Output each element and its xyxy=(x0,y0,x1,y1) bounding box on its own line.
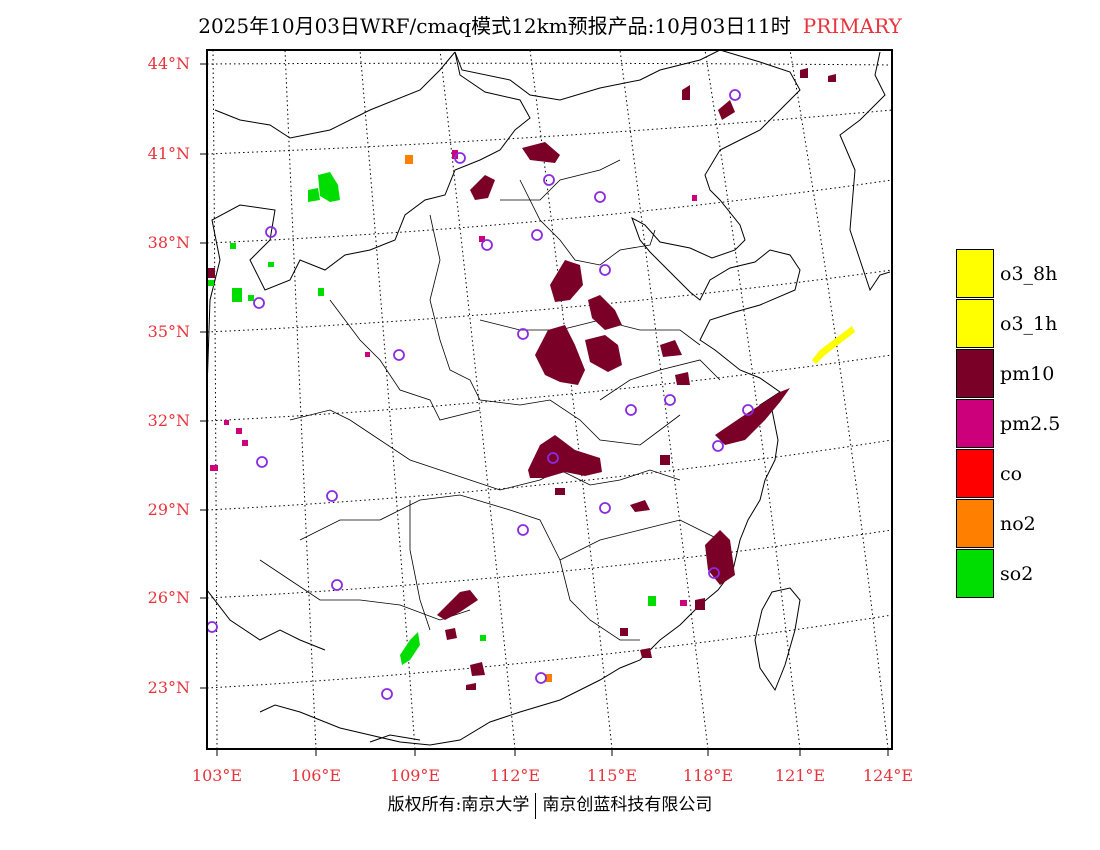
pm10-cells xyxy=(207,68,836,690)
legend-label: pm10 xyxy=(1000,363,1055,385)
station-markers xyxy=(207,89,754,700)
station-marker xyxy=(481,239,493,251)
pollutant-overlay xyxy=(207,68,855,690)
station-marker xyxy=(708,567,720,579)
legend-swatch xyxy=(956,299,994,348)
lon-label: 109°E xyxy=(389,766,441,785)
lon-label: 112°E xyxy=(489,766,541,785)
station-marker xyxy=(393,349,405,361)
lon-label: 124°E xyxy=(862,766,914,785)
station-marker xyxy=(517,328,529,340)
legend-swatch xyxy=(956,349,994,398)
longitude-line xyxy=(284,50,317,749)
latitude-line xyxy=(207,439,892,511)
legend-swatch xyxy=(956,549,994,598)
station-marker xyxy=(454,152,466,164)
legend-swatch xyxy=(956,449,994,498)
taiwan-outline xyxy=(754,587,801,692)
station-marker xyxy=(599,264,611,276)
lon-label: 118°E xyxy=(682,766,734,785)
station-marker xyxy=(664,394,676,406)
pm25-cells xyxy=(210,150,697,606)
station-marker xyxy=(517,524,529,536)
province-borders xyxy=(259,159,721,641)
lon-label: 121°E xyxy=(774,766,826,785)
axis-ticks xyxy=(200,63,889,756)
longitude-line xyxy=(212,50,218,749)
lon-label: 115°E xyxy=(586,766,638,785)
lat-label: 35°N xyxy=(147,322,190,341)
station-marker xyxy=(331,579,343,591)
legend-swatch xyxy=(956,499,994,548)
legend-label: co xyxy=(1000,463,1023,485)
footer-separator xyxy=(535,792,537,819)
latitude-line xyxy=(207,529,892,599)
latitude-line xyxy=(207,354,892,422)
copyright-footer: 版权所有:南京大学 南京创蓝科技有限公司 xyxy=(0,790,1100,819)
station-marker xyxy=(712,440,724,452)
footer-right: 南京创蓝科技有限公司 xyxy=(542,795,713,815)
lat-label: 44°N xyxy=(147,54,190,73)
station-marker xyxy=(535,672,547,684)
lat-label: 29°N xyxy=(147,500,190,519)
latitude-line xyxy=(207,109,892,155)
legend-label: no2 xyxy=(1000,513,1036,535)
lon-label: 106°E xyxy=(290,766,342,785)
chart-title: 2025年10月03日WRF/cmaq模式12km预报产品:10月03日11时 P… xyxy=(0,10,1100,39)
lat-label: 32°N xyxy=(147,411,190,430)
station-marker xyxy=(207,621,218,633)
longitude-line xyxy=(439,50,516,749)
station-marker xyxy=(256,456,268,468)
legend-swatch xyxy=(956,249,994,298)
station-marker xyxy=(253,297,265,309)
legend-label: o3_1h xyxy=(1000,313,1058,335)
coastline xyxy=(207,50,891,746)
legend-label: o3_8h xyxy=(1000,263,1058,285)
longitude-line xyxy=(789,50,889,749)
latitude-line xyxy=(207,179,892,244)
so2-cells xyxy=(208,172,656,665)
no2-cells xyxy=(405,155,552,682)
title-tag: PRIMARY xyxy=(802,14,902,38)
o3-cells xyxy=(812,326,855,364)
lat-label: 23°N xyxy=(147,678,190,697)
lat-label: 38°N xyxy=(147,233,190,252)
lat-label: 26°N xyxy=(147,588,190,607)
footer-left: 版权所有:南京大学 xyxy=(387,795,530,815)
station-marker xyxy=(599,502,611,514)
station-marker xyxy=(594,191,606,203)
longitude-line xyxy=(704,50,801,749)
latitude-line xyxy=(207,62,892,66)
legend-swatch xyxy=(956,399,994,448)
station-marker xyxy=(265,226,277,238)
latitude-line xyxy=(207,614,892,689)
station-marker xyxy=(326,490,338,502)
station-marker xyxy=(543,174,555,186)
title-main: 2025年10月03日WRF/cmaq模式12km预报产品:10月03日11时 xyxy=(198,14,791,38)
station-marker xyxy=(729,89,741,101)
lat-label: 41°N xyxy=(147,144,190,163)
station-marker xyxy=(742,404,754,416)
lon-label: 103°E xyxy=(191,766,243,785)
legend-label: pm2.5 xyxy=(1000,413,1061,435)
station-marker xyxy=(625,404,637,416)
station-marker xyxy=(531,229,543,241)
station-marker xyxy=(547,452,559,464)
legend-label: so2 xyxy=(1000,563,1034,585)
station-marker xyxy=(381,688,393,700)
latitude-line xyxy=(207,269,892,333)
